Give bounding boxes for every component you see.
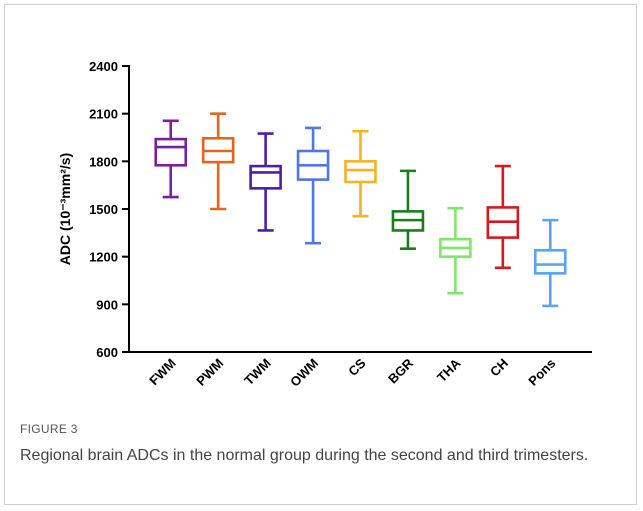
box (154, 137, 188, 167)
y-tick-label: 1200 (89, 250, 118, 265)
x-tick-label: BGR (385, 355, 416, 386)
box (344, 160, 377, 184)
box (533, 249, 567, 275)
x-tick-label: FWM (146, 356, 179, 389)
box (249, 164, 282, 190)
x-tick-label: OWM (287, 356, 321, 390)
x-tick-label: CS (345, 355, 369, 379)
y-tick-label: 2400 (89, 59, 118, 74)
figure-label: FIGURE 3 (20, 422, 78, 436)
x-tick-label: CH (487, 356, 511, 380)
y-tick-label: 600 (96, 345, 118, 360)
y-tick-label: 1500 (89, 202, 118, 217)
x-tick-label: PWM (193, 356, 226, 389)
y-tick-label: 1800 (89, 154, 118, 169)
figure-card (4, 4, 637, 505)
y-axis-label: ADC (10⁻³mm²/s) (57, 153, 73, 265)
x-tick-label: Pons (525, 356, 558, 389)
chart: ADC (10⁻³mm²/s) 600 900 1200 1500 1800 2100 24… (57, 59, 592, 390)
x-tick-label: TWM (241, 356, 274, 389)
y-tick-label: 2100 (89, 107, 118, 122)
figure-caption: Regional brain ADCs in the normal group … (20, 447, 589, 464)
y-tick-label: 900 (96, 297, 118, 312)
x-tick-label: THA (434, 355, 464, 385)
